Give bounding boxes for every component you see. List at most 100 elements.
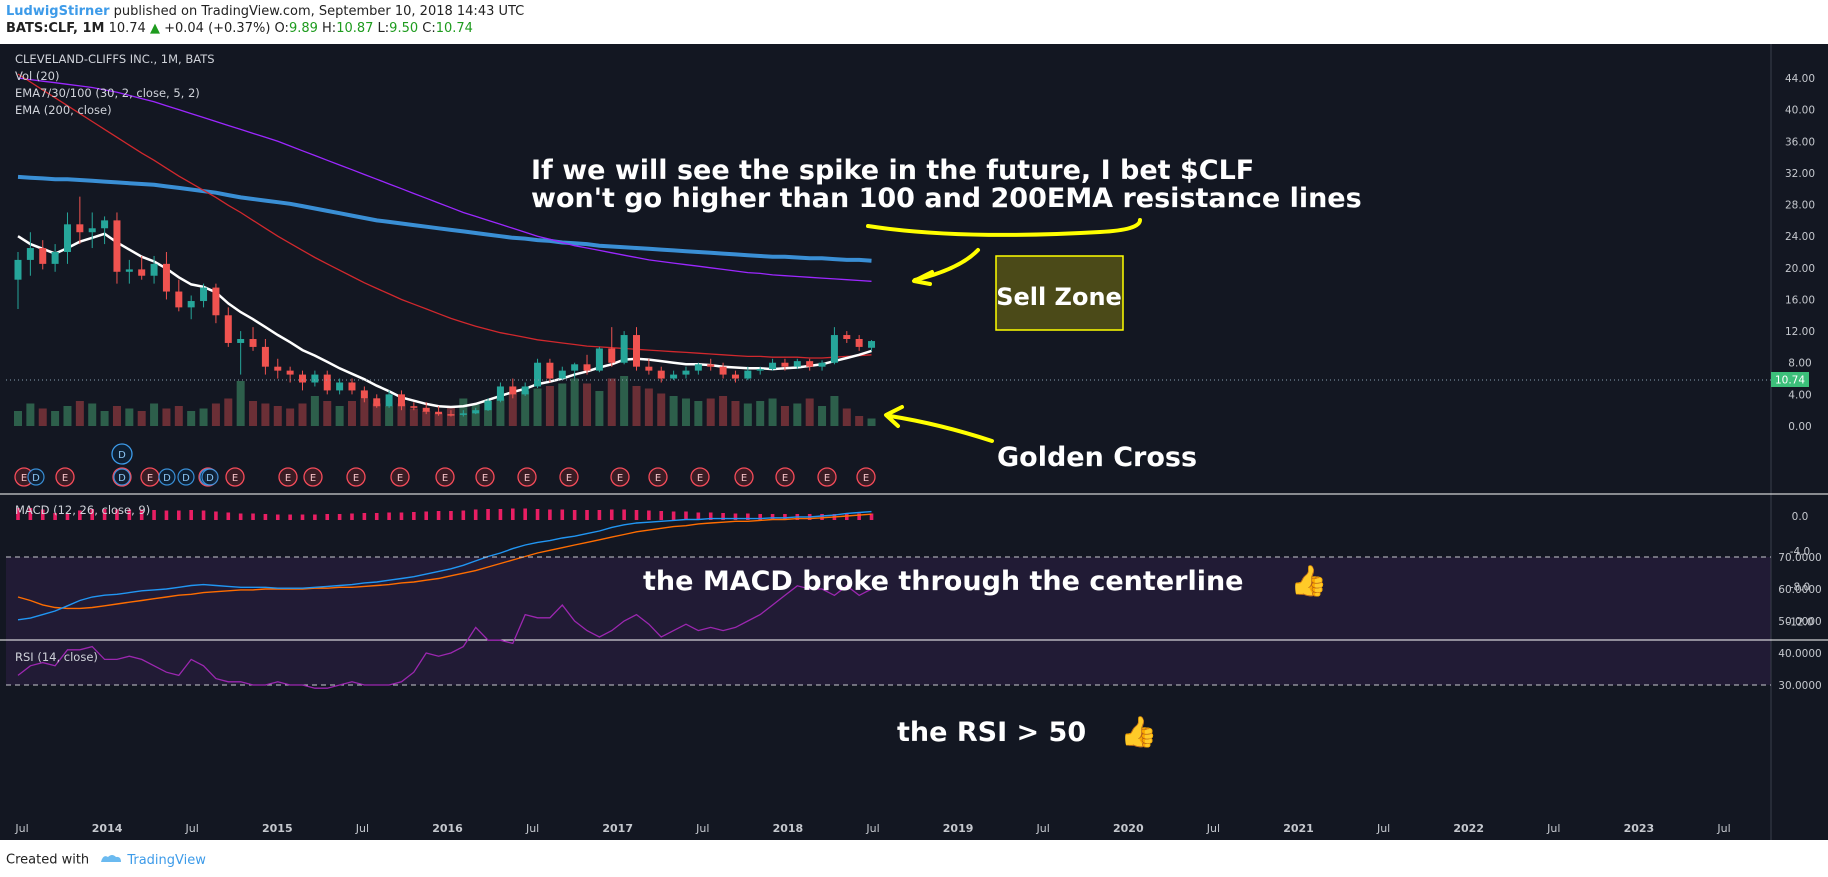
time-tick-label: 2021 — [1283, 822, 1314, 835]
candle-body — [534, 362, 542, 387]
open-value: 9.89 — [288, 21, 318, 36]
volume-bar — [743, 403, 752, 426]
underline-stroke — [866, 218, 1142, 237]
candle-body — [299, 374, 307, 383]
volume-bar — [496, 398, 505, 426]
macd-histogram-bar — [560, 509, 565, 520]
volume-bar — [681, 398, 690, 426]
time-tick-label: Jul — [185, 822, 199, 835]
time-tick-label: 2020 — [1113, 822, 1144, 835]
earnings-marker-label: E — [397, 473, 403, 484]
volume-bar — [199, 408, 208, 426]
candle-body — [224, 315, 232, 343]
volume-bar — [75, 401, 84, 426]
earnings-marker-label: E — [310, 473, 316, 484]
macd-tick-label: 0.0 — [1792, 511, 1809, 523]
macd-histogram-bar — [647, 510, 651, 520]
volume-bar — [14, 411, 22, 426]
candle-body — [719, 366, 727, 375]
volume-bar — [793, 403, 802, 426]
created-with-text: Created with — [6, 852, 90, 868]
time-tick-label: 2022 — [1453, 822, 1484, 835]
candle-body — [472, 410, 480, 414]
time-tick-label: 2015 — [262, 822, 293, 835]
volume-bar — [224, 398, 233, 426]
candle-body — [731, 374, 739, 379]
price-tick-label: 28.00 — [1785, 200, 1815, 212]
candle-body — [175, 291, 183, 308]
macd-histogram-bar — [609, 509, 614, 520]
macd-pane — [16, 508, 874, 621]
dividend-marker — [111, 443, 133, 465]
volume-bar — [298, 403, 307, 426]
macd-histogram-bar — [721, 513, 725, 520]
earnings-marker-label: E — [21, 473, 27, 484]
volume-bar — [51, 411, 60, 426]
candle-body — [571, 364, 579, 371]
candle-body — [583, 364, 591, 371]
volume-bar — [533, 388, 542, 426]
price-tick-label: 20.00 — [1785, 263, 1815, 275]
candle-body — [63, 224, 71, 252]
price-tick-label: 24.00 — [1785, 231, 1815, 243]
macd-histogram-bar — [201, 510, 206, 520]
candle-body — [707, 364, 715, 367]
macd-histogram-bar — [288, 514, 292, 520]
candle-body — [558, 370, 566, 379]
ema-lines — [17, 73, 872, 409]
rsi-tick-label: 40.0000 — [1778, 648, 1821, 660]
volume-bar — [471, 403, 480, 426]
volume-bar — [818, 406, 827, 426]
candle-body — [608, 348, 616, 363]
footer-line: Created with TradingView — [6, 852, 206, 868]
candle-body — [422, 407, 430, 412]
volume-bar — [706, 398, 715, 426]
macd-histogram-bar — [548, 509, 552, 520]
price-tick-label: 36.00 — [1785, 136, 1815, 148]
dividend-marker-label: D — [118, 473, 126, 484]
price-chart[interactable]: EEEEEEEEEEEEEEEEEEEEEDDDDDDD 44.0040.003… — [0, 44, 1828, 840]
annotation-rsi: the RSI > 50 — [897, 717, 1086, 748]
volume-bar — [830, 396, 839, 426]
candle-body — [595, 348, 603, 371]
candle-body — [336, 382, 344, 391]
earnings-marker-label: E — [617, 473, 623, 484]
axes: 44.00 40.00 36.00 32.00 28.00 24.00 20.00 16.00… — [14, 73, 1821, 835]
macd-histogram-bar — [523, 508, 527, 520]
volume-bar — [719, 396, 728, 426]
volume-bar — [162, 408, 171, 426]
ema-fast-line — [17, 232, 872, 409]
volume-bar — [508, 393, 517, 426]
legend-ema200: EMA (200, close) — [15, 103, 112, 117]
tradingview-link[interactable]: TradingView — [127, 852, 206, 868]
rsi-tick-label: 70.0000 — [1778, 552, 1821, 564]
earnings-marker-label: E — [442, 473, 448, 484]
candle-body — [744, 370, 752, 379]
change-value: +0.04 (+0.37%) — [164, 21, 271, 36]
dividend-marker — [201, 468, 219, 486]
time-tick-label: Jul — [865, 822, 879, 835]
macd-histogram-bar — [16, 508, 20, 520]
volume-bar — [422, 411, 431, 426]
candle-body — [781, 362, 789, 367]
time-tick-label: 2023 — [1624, 822, 1655, 835]
candle-body — [212, 287, 220, 316]
macd-histogram-bar — [511, 508, 515, 520]
macd-histogram-bar — [597, 510, 602, 520]
macd-histogram-bar — [708, 512, 713, 520]
dividend-marker-label: D — [118, 450, 126, 461]
time-tick-label: 2014 — [92, 822, 123, 835]
macd-histogram-bar — [177, 510, 181, 520]
change-arrow-icon: ▲ — [149, 21, 160, 36]
earnings-marker — [775, 467, 795, 487]
author-link[interactable]: LudwigStirner — [6, 4, 110, 19]
earnings-marker — [734, 467, 754, 487]
candle-body — [830, 335, 838, 363]
volume-bar — [409, 408, 418, 426]
macd-histogram-bar — [473, 509, 478, 520]
macd-tick-label: -8.0 — [1790, 581, 1811, 593]
macd-histogram-bar — [238, 513, 243, 520]
macd-signal-line — [17, 513, 872, 610]
macd-histogram-bar — [189, 510, 193, 520]
earnings-marker — [559, 467, 579, 487]
